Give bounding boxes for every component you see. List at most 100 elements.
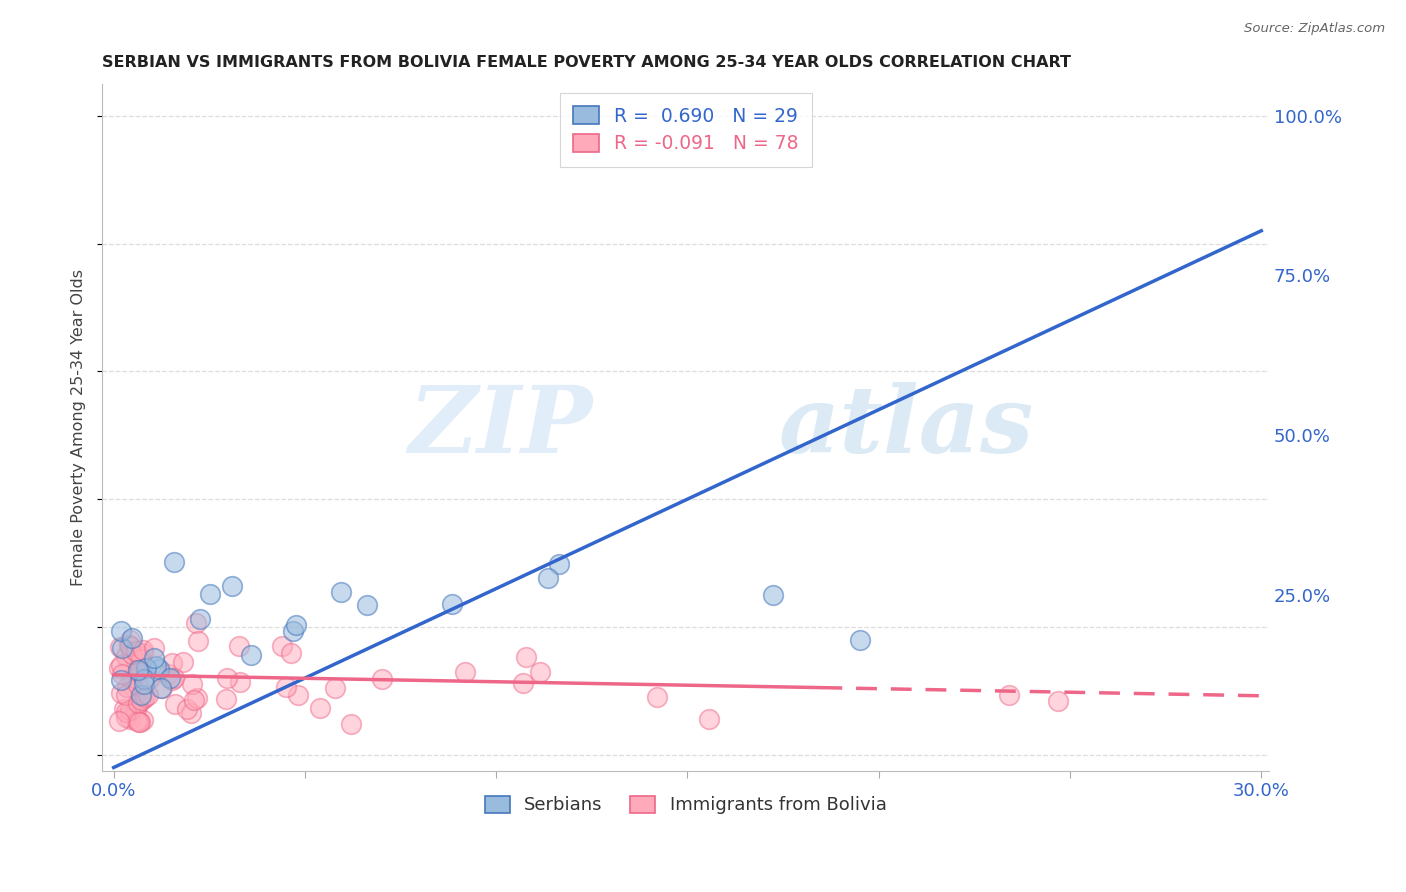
Point — [115, 705, 138, 719]
Point — [129, 651, 152, 665]
Point — [340, 717, 363, 731]
Point — [645, 690, 668, 704]
Point — [121, 679, 143, 693]
Point — [270, 639, 292, 653]
Point — [142, 640, 165, 655]
Point — [127, 696, 149, 710]
Point — [548, 557, 571, 571]
Point — [124, 644, 146, 658]
Point — [228, 639, 250, 653]
Point — [697, 712, 720, 726]
Point — [132, 646, 155, 660]
Point — [127, 714, 149, 728]
Point — [127, 678, 149, 692]
Point — [125, 699, 148, 714]
Point — [114, 688, 136, 702]
Point — [229, 674, 252, 689]
Point — [142, 650, 165, 665]
Point — [329, 585, 352, 599]
Point — [371, 673, 394, 687]
Text: Source: ZipAtlas.com: Source: ZipAtlas.com — [1244, 22, 1385, 36]
Point — [240, 648, 263, 662]
Point — [118, 639, 141, 653]
Point — [280, 646, 302, 660]
Point — [163, 671, 186, 685]
Point — [180, 677, 202, 691]
Point — [129, 715, 152, 730]
Point — [110, 624, 132, 638]
Text: ZIP: ZIP — [408, 383, 592, 472]
Point — [110, 673, 132, 688]
Point — [284, 618, 307, 632]
Point — [276, 680, 298, 694]
Point — [188, 612, 211, 626]
Point — [108, 640, 131, 655]
Point — [129, 689, 152, 703]
Point — [145, 659, 167, 673]
Point — [127, 663, 149, 677]
Point — [512, 676, 534, 690]
Point — [121, 647, 143, 661]
Point — [529, 665, 551, 679]
Point — [281, 624, 304, 638]
Point — [849, 632, 872, 647]
Point — [125, 656, 148, 670]
Point — [515, 649, 537, 664]
Point — [156, 666, 179, 681]
Point — [198, 587, 221, 601]
Point — [128, 665, 150, 680]
Point — [136, 688, 159, 702]
Point — [440, 598, 463, 612]
Point — [138, 673, 160, 687]
Point — [110, 657, 132, 672]
Point — [132, 692, 155, 706]
Point — [309, 701, 332, 715]
Point — [134, 677, 156, 691]
Point — [120, 672, 142, 686]
Y-axis label: Female Poverty Among 25-34 Year Olds: Female Poverty Among 25-34 Year Olds — [72, 268, 86, 586]
Point — [215, 691, 238, 706]
Point — [221, 579, 243, 593]
Point — [762, 588, 785, 602]
Point — [134, 672, 156, 686]
Point — [135, 660, 157, 674]
Point — [118, 633, 141, 648]
Point — [125, 702, 148, 716]
Point — [287, 688, 309, 702]
Point — [454, 665, 477, 679]
Point — [148, 662, 170, 676]
Point — [165, 697, 187, 711]
Point — [129, 693, 152, 707]
Point — [1046, 694, 1069, 708]
Point — [110, 686, 132, 700]
Point — [215, 671, 238, 685]
Point — [997, 688, 1019, 702]
Point — [121, 631, 143, 645]
Point — [187, 634, 209, 648]
Point — [114, 710, 136, 724]
Point — [129, 648, 152, 663]
Point — [120, 712, 142, 726]
Point — [122, 670, 145, 684]
Point — [159, 671, 181, 685]
Point — [132, 713, 155, 727]
Point — [184, 616, 207, 631]
Point — [163, 555, 186, 569]
Point — [180, 706, 202, 721]
Point — [183, 693, 205, 707]
Point — [131, 643, 153, 657]
Point — [134, 690, 156, 704]
Point — [112, 702, 135, 716]
Point — [149, 681, 172, 695]
Point — [107, 714, 129, 728]
Point — [172, 655, 194, 669]
Point — [150, 681, 173, 695]
Point — [117, 638, 139, 652]
Point — [325, 681, 347, 695]
Point — [115, 681, 138, 695]
Point — [108, 660, 131, 674]
Point — [110, 640, 132, 655]
Point — [160, 656, 183, 670]
Point — [118, 703, 141, 717]
Legend: Serbians, Immigrants from Bolivia: Serbians, Immigrants from Bolivia — [475, 787, 896, 823]
